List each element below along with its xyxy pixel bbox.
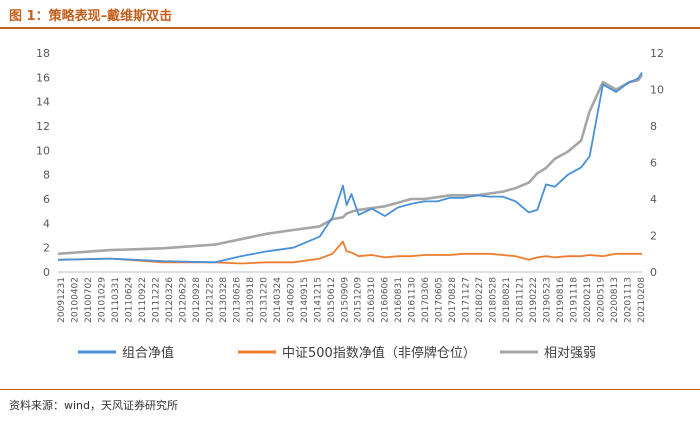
series-line-2 [57, 74, 644, 256]
x-tick-label: 20110331 [111, 277, 121, 323]
x-tick-label: 20160831 [394, 277, 404, 323]
x-tick-label: 20120326 [165, 277, 175, 323]
x-tick-label: 20170828 [448, 277, 458, 323]
x-tick-label: 20140324 [273, 277, 283, 323]
y-left-tick-label: 0 [43, 266, 50, 279]
x-tick-label: 20180821 [502, 277, 512, 323]
x-tick-label: 20141215 [313, 277, 323, 323]
x-tick-label: 20171127 [462, 277, 472, 323]
x-tick-label: 20170605 [435, 277, 445, 323]
x-tick-label: 20191118 [570, 277, 580, 323]
x-tick-label: 20161130 [408, 277, 418, 323]
x-tick-label: 20130918 [246, 277, 256, 323]
x-tick-label: 20131220 [259, 277, 269, 323]
x-tick-label: 20130626 [232, 277, 242, 323]
x-tick-label: 20150612 [327, 277, 337, 323]
axes: 0 2 4 6 8 10 12 14 16 18 0 2 4 6 8 10 12 20091231 20100402… [36, 47, 664, 323]
x-tick-label: 20180227 [475, 277, 485, 323]
legend: 组合净值 中证500指数净值（非停牌仓位） 相对强弱 [78, 345, 596, 361]
x-tick-label: 20210208 [637, 277, 647, 323]
y-left-tick-label: 10 [36, 144, 50, 157]
x-tick-label: 20200219 [583, 277, 593, 323]
x-tick-label: 20101029 [97, 277, 107, 323]
x-tick-label: 20120928 [192, 277, 202, 323]
y-left-tick-label: 2 [43, 242, 50, 255]
x-tick-label: 20181121 [516, 277, 526, 323]
y-left-tick-label: 14 [36, 96, 50, 109]
x-tick-label: 20200519 [597, 277, 607, 323]
y-right-tick-label: 12 [650, 47, 664, 60]
x-tick-label: 20201113 [624, 277, 634, 323]
y-right-tick-label: 4 [650, 193, 657, 206]
x-tick-label: 20200813 [610, 277, 620, 323]
y-left-tick-label: 18 [36, 47, 50, 60]
x-tick-label: 20111222 [151, 277, 161, 323]
y-left-tick-label: 6 [43, 193, 50, 206]
y-left-tick-label: 8 [43, 169, 50, 182]
legend-label: 中证500指数净值（非停牌仓位） [282, 345, 476, 361]
series-line-0 [57, 72, 643, 264]
x-tick-label: 20140620 [286, 277, 296, 323]
y-right-tick-label: 2 [650, 230, 657, 243]
x-tick-label: 20151209 [354, 277, 364, 323]
legend-label: 组合净值 [122, 345, 174, 361]
x-tick-label: 20150909 [340, 277, 350, 323]
x-tick-label: 20160310 [367, 277, 377, 323]
chart-title: 图 1：策略表现–戴维斯双击 [9, 9, 173, 24]
x-tick-label: 20100702 [84, 277, 94, 323]
x-tick-label: 20170306 [421, 277, 431, 323]
x-tick-label: 20120629 [178, 277, 188, 323]
series-line-1 [57, 240, 642, 265]
x-tick-label: 20160606 [381, 277, 391, 323]
footer-rule [0, 389, 700, 390]
x-tick-label: 20190523 [543, 277, 553, 323]
x-tick-label: 20091231 [57, 277, 67, 323]
y-left-tick-label: 12 [36, 120, 50, 133]
header-rule [0, 27, 700, 29]
y-right-tick-label: 8 [650, 120, 657, 133]
source-note: 资料来源：wind，天风证券研究所 [9, 399, 179, 412]
x-tick-label: 20140915 [300, 277, 310, 323]
y-right-tick-label: 0 [650, 266, 657, 279]
y-right-tick-label: 10 [650, 84, 664, 97]
x-tick-label: 20121225 [205, 277, 215, 323]
x-tick-label: 20130328 [219, 277, 229, 323]
x-tick-label: 20190816 [556, 277, 566, 323]
y-left-tick-label: 16 [36, 71, 50, 84]
x-tick-label: 20190222 [529, 277, 539, 323]
legend-label: 相对强弱 [544, 346, 596, 361]
series-layer [57, 72, 644, 265]
x-tick-label: 20110624 [124, 277, 134, 323]
y-right-tick-label: 6 [650, 157, 657, 170]
x-tick-label: 20100402 [70, 277, 80, 323]
y-left-tick-label: 4 [43, 217, 50, 230]
x-tick-label: 20110922 [138, 277, 148, 323]
x-tick-label: 20180528 [489, 277, 499, 323]
